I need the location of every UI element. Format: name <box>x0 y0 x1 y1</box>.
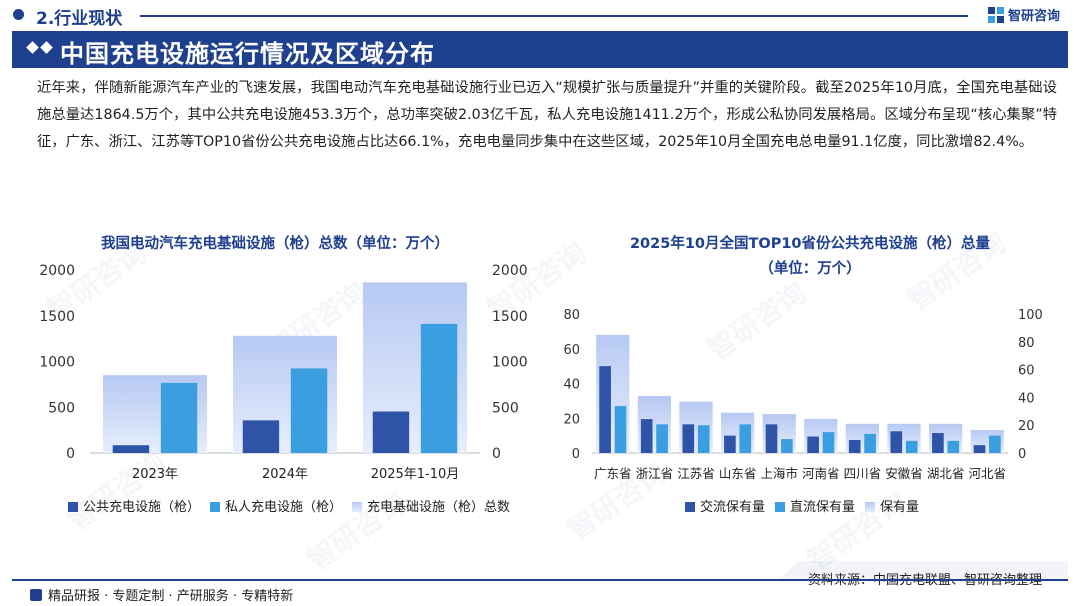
c2-y-tick-label: 60 <box>563 343 580 358</box>
c2-y2-tick-label: 0 <box>1018 447 1026 462</box>
c2-y2-tick-label: 20 <box>1018 419 1035 434</box>
c2-bar-series-b <box>656 424 668 453</box>
c2-bar-series-a <box>724 435 736 453</box>
c2-legend-label: 保有量 <box>880 500 919 515</box>
c2-bar-series-a <box>640 419 653 453</box>
c1-legend-swatch <box>210 502 220 512</box>
c1-bar-series-a <box>372 411 410 453</box>
c1-y-tick-label: 2000 <box>39 263 75 279</box>
c2-legend-label: 交流保有量 <box>700 499 765 515</box>
c2-y2-tick-label: 40 <box>1018 391 1035 406</box>
c2-y-tick-label: 20 <box>563 412 580 427</box>
c1-y2-tick-label: 1500 <box>492 309 528 325</box>
c2-bar-series-a <box>932 433 944 453</box>
footer-divider <box>12 579 1068 581</box>
c2-bar-series-a <box>890 431 903 453</box>
c2-legend-swatch <box>685 502 695 512</box>
page-title: 中国充电设施运行情况及区域分布 <box>60 40 435 68</box>
header-divider <box>140 15 968 17</box>
c2-bar-series-b <box>864 433 876 453</box>
c1-bar-series-a <box>112 445 150 453</box>
c2-bar-series-b <box>739 424 752 453</box>
c2-category-label: 山东省 <box>719 466 757 481</box>
intro-paragraph: 近年来，伴随新能源汽车产业的飞速发展，我国电动汽车充电基础设施行业已迈入“规模扩… <box>37 80 1057 150</box>
c1-y-tick-label: 1500 <box>39 309 75 325</box>
footer-logo-icon <box>30 588 42 601</box>
c2-y2-tick-label: 80 <box>1018 336 1035 351</box>
c2-category-label: 安徽省 <box>885 466 923 481</box>
c2-bar-series-a <box>973 445 986 453</box>
c1-y-tick-label: 1000 <box>39 355 75 371</box>
c2-y2-tick-label: 60 <box>1018 364 1035 379</box>
c2-category-label: 广东省 <box>594 466 632 481</box>
c2-legend-swatch <box>865 502 875 512</box>
c2-bar-series-b <box>822 432 835 453</box>
c1-bar-series-b <box>290 368 328 453</box>
section-bullet-icon <box>13 9 24 20</box>
c1-bar-series-a <box>242 420 280 453</box>
c2-bar-series-b <box>947 440 960 453</box>
c2-bar-series-a <box>765 424 778 453</box>
c2-category-label: 湖北省 <box>927 466 965 481</box>
chart2-subtitle: （单位：万个） <box>759 261 861 277</box>
c2-category-label: 河南省 <box>802 466 840 481</box>
c2-legend-label: 直流保有量 <box>790 500 855 515</box>
c2-category-label: 河北省 <box>968 466 1006 481</box>
c2-y-tick-label: 80 <box>563 308 580 323</box>
c1-legend-swatch <box>68 502 78 512</box>
chart1-title: 我国电动汽车充电基础设施（枪）总数（单位：万个） <box>101 236 449 252</box>
c2-y-tick-label: 40 <box>563 378 580 393</box>
footer-slogan: 精品研报 · 专题定制 · 产研服务 · 专精特新 <box>30 585 293 604</box>
c1-legend-label: 公共充电设施（枪） <box>83 499 200 515</box>
title-bar: 中国充电设施运行情况及区域分布 <box>12 31 1068 68</box>
c2-bar-series-b <box>697 425 710 453</box>
c2-bar-series-b <box>781 439 793 453</box>
c1-category-label: 2024年 <box>262 467 308 482</box>
c2-bar-series-a <box>682 424 695 453</box>
footer-tab-shape <box>780 561 1068 579</box>
c1-y2-tick-label: 2000 <box>492 263 528 279</box>
c1-y2-tick-label: 1000 <box>492 355 528 371</box>
c2-legend-swatch <box>775 502 785 512</box>
c2-bar-series-a <box>807 436 819 453</box>
c2-bar-series-b <box>905 440 918 453</box>
c1-y-tick-label: 500 <box>48 400 75 416</box>
c2-y2-tick-label: 100 <box>1018 308 1043 323</box>
c2-bar-series-a <box>848 439 861 453</box>
chart2-title: 2025年10月全国TOP10省份公共充电设施（枪）总量 <box>629 236 991 252</box>
diamond-icon <box>26 41 39 54</box>
top-header: 2.行业现状 智研咨询 <box>0 0 1080 30</box>
brand-logo-icon <box>988 6 1004 23</box>
c1-y2-tick-label: 0 <box>492 446 501 462</box>
c1-bar-series-b <box>420 323 458 453</box>
footer-slogan-text: 精品研报 · 专题定制 · 产研服务 · 专精特新 <box>48 589 294 604</box>
c1-legend-swatch <box>352 502 362 512</box>
c2-category-label: 上海市 <box>760 466 798 481</box>
chart1-plot: 0 500 1000 1500 2000 0 500 1000 1500 2000 2023年 202… <box>39 263 528 515</box>
c1-legend-label: 私人充电设施（枪） <box>225 499 342 515</box>
c1-legend-label: 充电基础设施（枪）总数 <box>367 499 510 515</box>
diamond-icon <box>40 41 53 54</box>
c1-y-tick-label: 0 <box>66 446 75 462</box>
c2-category-label: 江苏省 <box>677 466 715 481</box>
c1-category-label: 2023年 <box>132 467 178 482</box>
c2-bar-series-b <box>614 406 627 453</box>
c1-y2-tick-label: 500 <box>492 400 519 416</box>
c2-category-label: 浙江省 <box>636 466 674 481</box>
section-label: 2.行业现状 <box>36 9 123 29</box>
c1-category-label: 2025年1-10月 <box>371 467 460 482</box>
brand: 智研咨询 <box>988 5 1060 24</box>
c2-bar-series-b <box>989 435 1001 453</box>
c2-y-tick-label: 0 <box>572 447 580 462</box>
c2-category-label: 四川省 <box>844 466 882 481</box>
c2-bar-series-a <box>599 366 611 453</box>
c1-bar-series-b <box>160 382 198 453</box>
brand-name: 智研咨询 <box>1008 9 1061 24</box>
chart2-plot: 0 20 40 60 80 0 20 40 60 80 100 广东省 浙江省 江苏省 山东省 上海市 河南省四… <box>563 308 1043 515</box>
